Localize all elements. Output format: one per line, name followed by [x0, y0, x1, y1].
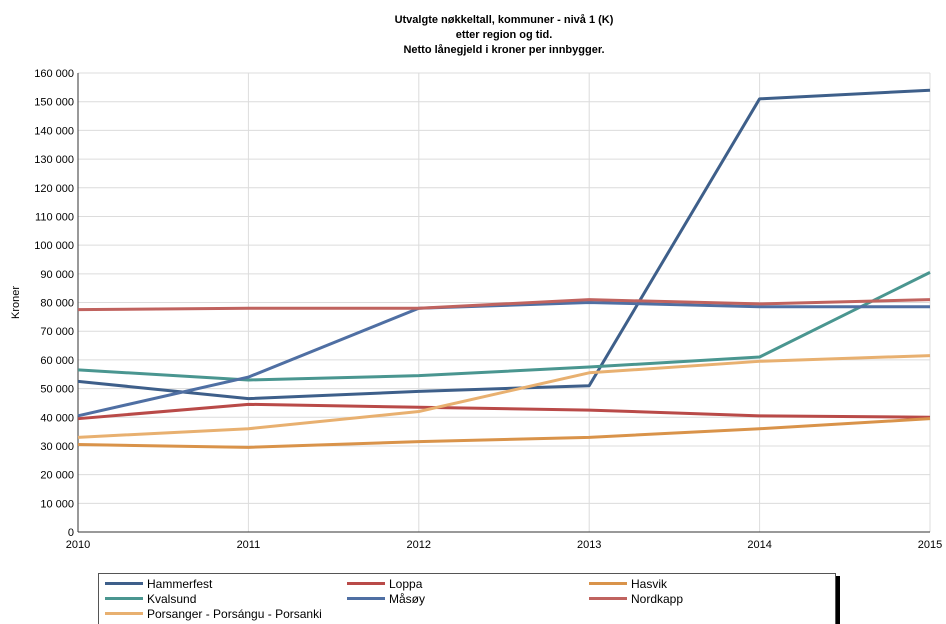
legend-swatch: [589, 597, 627, 600]
legend-swatch: [105, 612, 143, 615]
title-line-1: Utvalgte nøkkeltall, kommuner - nivå 1 (…: [394, 14, 614, 26]
x-tick-label: 2011: [237, 539, 261, 551]
legend-label: Måsøy: [389, 591, 425, 606]
legend-item[interactable]: Nordkapp: [589, 591, 683, 606]
series-line-1: [77, 402, 931, 421]
x-tick-label: 2013: [577, 539, 601, 551]
legend-scrollbar[interactable]: [836, 576, 840, 624]
x-tick-label: 2012: [407, 539, 431, 551]
x-tick-label: 2014: [747, 539, 771, 551]
y-tick-label: 100 000: [34, 240, 74, 252]
y-tick-label: 10 000: [40, 498, 74, 510]
legend-item[interactable]: Porsanger - Porsángu - Porsanki: [105, 606, 322, 621]
chart-title: Utvalgte nøkkeltall, kommuner - nivå 1 (…: [78, 13, 930, 58]
y-tick-label: 160 000: [34, 68, 74, 80]
y-tick-label: 40 000: [40, 412, 74, 424]
legend-label: Hammerfest: [147, 576, 213, 591]
legend-item[interactable]: Kvalsund: [105, 591, 196, 606]
legend-swatch: [589, 582, 627, 585]
title-line-2: etter region og tid.: [455, 29, 553, 41]
series-line-2: [77, 417, 931, 449]
series-line-6: [77, 354, 931, 439]
legend-swatch: [347, 582, 385, 585]
legend: Hammerfest Loppa Hasvik Kvalsund Måsøy Nordka…: [98, 573, 836, 624]
y-tick-label: 20 000: [40, 470, 74, 482]
y-axis-title: Kroner: [10, 286, 22, 319]
y-tick-label: 140 000: [34, 125, 74, 137]
legend-item[interactable]: Måsøy: [347, 591, 425, 606]
legend-swatch: [347, 597, 385, 600]
y-tick-label: 50 000: [40, 384, 74, 396]
legend-item[interactable]: Hasvik: [589, 576, 667, 591]
y-tick-label: 30 000: [40, 441, 74, 453]
x-tick-label: 2010: [66, 539, 90, 551]
series-lines: [77, 88, 931, 449]
y-tick-label: 120 000: [34, 183, 74, 195]
y-tick-label: 80 000: [40, 298, 74, 310]
legend-label: Nordkapp: [631, 591, 684, 606]
legend-item[interactable]: Hammerfest: [105, 576, 212, 591]
y-axis-ticks: 0 10 000 20 000 30 000 40 000 50 000 60 000 70 …: [34, 68, 74, 539]
legend-label: Kvalsund: [147, 591, 197, 606]
y-tick-label: 70 000: [40, 326, 74, 338]
y-tick-label: 0: [68, 527, 74, 539]
title-line-3: Netto lånegjeld i kroner per innbygger.: [403, 44, 605, 56]
legend-swatch: [105, 582, 143, 585]
legend-swatch: [105, 597, 143, 600]
legend-label: Hasvik: [631, 576, 668, 591]
legend-item[interactable]: Loppa: [347, 576, 422, 591]
series-line-5: [77, 298, 931, 312]
x-tick-label: 2015: [918, 539, 942, 551]
y-tick-label: 130 000: [34, 154, 74, 166]
legend-label: Loppa: [389, 576, 423, 591]
y-tick-label: 90 000: [40, 269, 74, 281]
legend-label: Porsanger - Porsángu - Porsanki: [147, 606, 322, 621]
y-tick-label: 60 000: [40, 355, 74, 367]
y-tick-label: 110 000: [35, 211, 74, 223]
series-line-0: [77, 88, 931, 401]
series-line-3: [77, 271, 931, 382]
line-chart: 0 10 000 20 000 30 000 40 000 50 000 60 000 70 …: [10, 68, 942, 551]
y-tick-label: 150 000: [34, 97, 74, 109]
x-axis-ticks: 2010 2011 2012 2013 2014 2015: [66, 539, 942, 551]
